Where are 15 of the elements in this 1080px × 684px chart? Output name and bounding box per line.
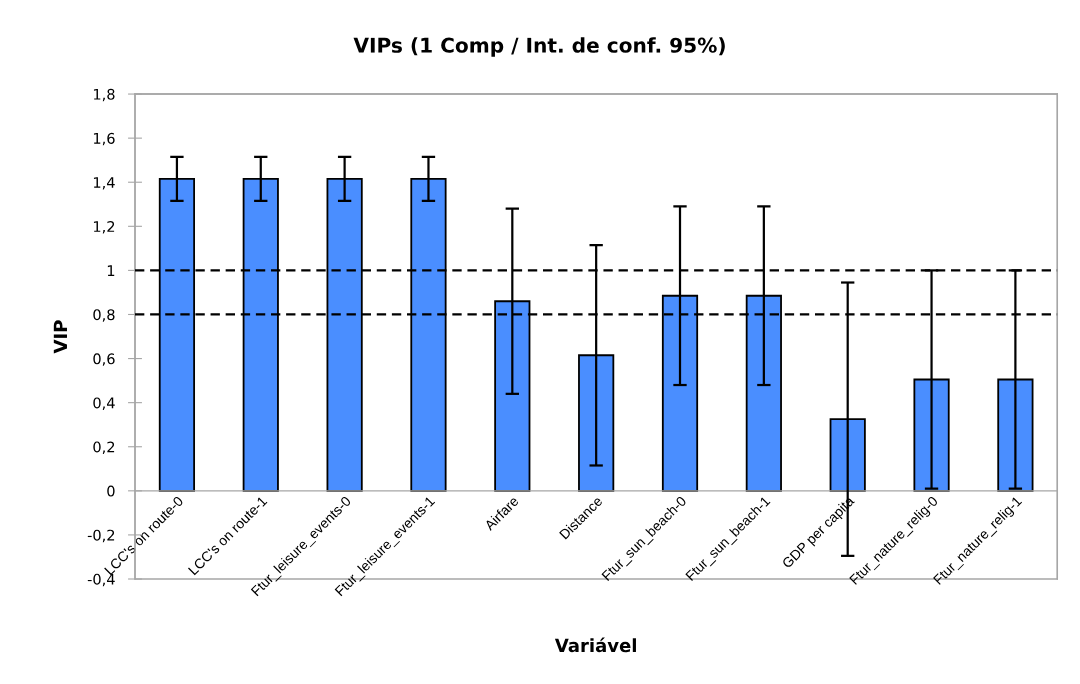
x-axis-title: Variável <box>554 637 636 653</box>
y-tick-label: 0,8 <box>93 309 115 322</box>
y-tick-label: 1 <box>107 265 115 276</box>
y-tick-label: 1,2 <box>93 221 115 234</box>
y-tick-label: 0,6 <box>93 353 115 366</box>
y-tick-label: 1,8 <box>93 88 115 102</box>
y-axis-title: VIP <box>53 320 67 354</box>
y-tick-label: -0,4 <box>87 573 115 587</box>
y-tick-label: 0,4 <box>93 397 115 410</box>
y-tick-label: 0,2 <box>93 441 115 454</box>
y-tick-label: -0,2 <box>87 529 115 543</box>
y-tick-label: 0 <box>107 485 115 497</box>
y-tick-label: 1,6 <box>93 132 115 146</box>
y-tick-label: 1,4 <box>93 177 115 190</box>
chart-title: VIPs (1 Comp / Int. de conf. 95%) <box>353 37 725 57</box>
